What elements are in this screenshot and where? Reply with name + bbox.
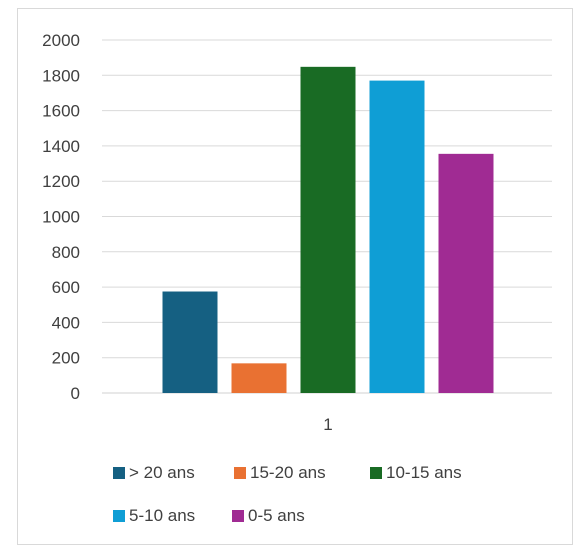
legend-label: 5-10 ans	[129, 506, 195, 525]
legend-swatch	[113, 510, 125, 522]
legend-swatch	[232, 510, 244, 522]
y-tick-label: 0	[71, 384, 80, 403]
legend-label: 15-20 ans	[250, 463, 326, 482]
x-tick-label: 1	[323, 415, 332, 434]
legend-label: 10-15 ans	[386, 463, 462, 482]
y-tick-label: 1600	[42, 102, 80, 121]
bar-5	[438, 153, 494, 393]
y-tick-label: 800	[52, 243, 80, 262]
legend-label: > 20 ans	[129, 463, 195, 482]
y-tick-label: 1000	[42, 208, 80, 227]
legend-swatch	[234, 467, 246, 479]
bar-2	[231, 363, 287, 393]
y-tick-label: 1400	[42, 137, 80, 156]
y-tick-label: 2000	[42, 31, 80, 50]
legend-label: 0-5 ans	[248, 506, 305, 525]
bar-4	[369, 80, 425, 393]
y-tick-label: 1200	[42, 172, 80, 191]
legend-swatch	[113, 467, 125, 479]
bar-1	[162, 291, 218, 393]
legend-swatch	[370, 467, 382, 479]
bar-3	[300, 66, 356, 393]
y-tick-label: 400	[52, 313, 80, 332]
y-tick-label: 600	[52, 278, 80, 297]
y-tick-label: 1800	[42, 66, 80, 85]
y-tick-label: 200	[52, 349, 80, 368]
